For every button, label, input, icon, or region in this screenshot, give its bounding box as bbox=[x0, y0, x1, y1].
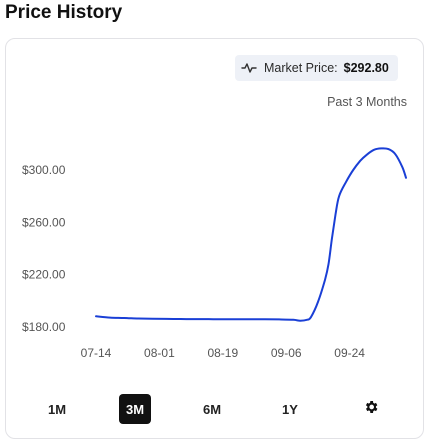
tab-1m[interactable]: 1M bbox=[47, 401, 67, 417]
tab-6m[interactable]: 6M bbox=[202, 401, 222, 417]
price-series-line bbox=[95, 147, 407, 322]
y-tick-label: $220.00 bbox=[22, 268, 66, 282]
range-label: Past 3 Months bbox=[327, 95, 407, 109]
y-tick-label: $180.00 bbox=[22, 320, 66, 334]
x-tick-label: 09-06 bbox=[271, 346, 302, 360]
market-price-label: Market Price: bbox=[264, 61, 338, 75]
x-tick-label: 07-14 bbox=[81, 346, 112, 360]
price-chart: $180.00 $220.00 $260.00 $300.00 07-14 08-01 08… bbox=[22, 147, 407, 360]
tab-3m[interactable]: 3M bbox=[119, 394, 151, 424]
gear-icon bbox=[363, 399, 379, 420]
y-tick-label: $260.00 bbox=[22, 215, 66, 229]
page-title: Price History bbox=[5, 2, 123, 23]
price-history-card: Market Price: $292.80 Past 3 Months $180… bbox=[5, 38, 424, 439]
x-tick-label: 09-24 bbox=[334, 346, 365, 360]
price-pulse-icon bbox=[241, 62, 257, 74]
tab-1y[interactable]: 1Y bbox=[282, 401, 298, 417]
x-tick-label: 08-19 bbox=[207, 346, 238, 360]
y-tick-label: $300.00 bbox=[22, 163, 66, 177]
x-tick-label: 08-01 bbox=[144, 346, 175, 360]
market-price-badge: Market Price: $292.80 bbox=[235, 55, 398, 81]
settings-button[interactable] bbox=[356, 394, 386, 424]
timeframe-tabs: 1M 3M 6M 1Y bbox=[6, 394, 423, 424]
market-price-value: $292.80 bbox=[343, 61, 389, 75]
